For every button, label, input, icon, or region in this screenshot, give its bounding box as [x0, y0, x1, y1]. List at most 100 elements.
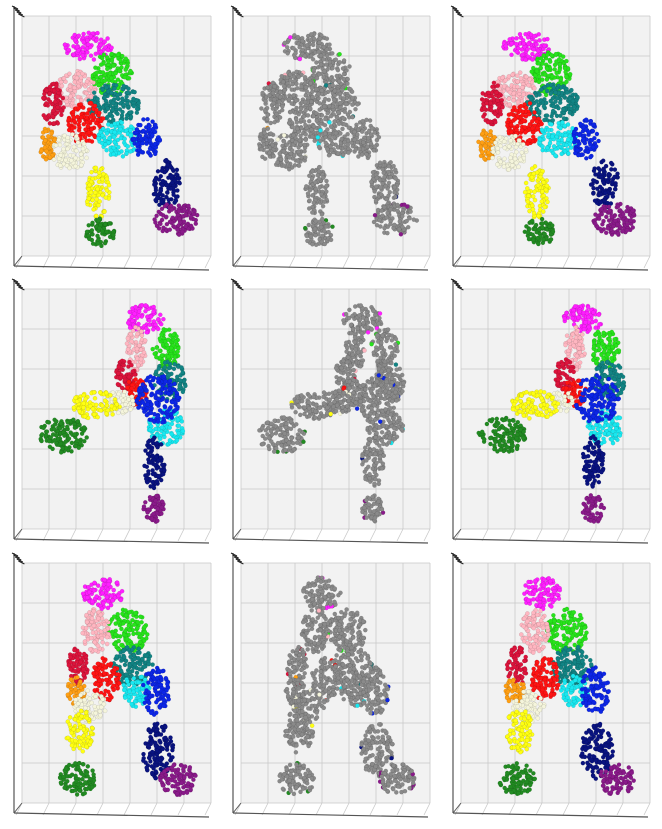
axis-ticks [450, 5, 464, 18]
segment-head [281, 31, 333, 62]
panel-side-gray-with-boundary [227, 277, 432, 547]
segment-hip [270, 132, 308, 172]
scatter-3d-plot [230, 278, 431, 544]
segment-head [80, 577, 125, 612]
segment-arm-right-lower [360, 435, 386, 488]
segment-leg-left-lower [476, 415, 528, 454]
y-axis-spine [452, 528, 462, 540]
segment-leg-right-lower [598, 762, 636, 797]
segment-leg-right-lower [591, 201, 637, 237]
segment-leg-left-lower [302, 216, 335, 248]
segment-arm-right-upper [353, 373, 401, 425]
segment-torso-mid-left [66, 100, 106, 147]
segment-leg-left-upper [64, 708, 96, 754]
segment-hip [72, 688, 108, 724]
segment-leg-left-lower [84, 216, 117, 249]
panel-front-gray-with-boundary [227, 4, 432, 274]
segment-hip [51, 132, 90, 171]
axis-ticks [11, 552, 25, 565]
segment-torso-upper-left [55, 68, 98, 109]
segment-leg-right-lower [371, 201, 420, 237]
segment-torso-upper-left [274, 69, 317, 107]
y-axis-spine [13, 528, 23, 540]
segment-arm-left-upper [259, 80, 286, 126]
y-axis-spine [452, 802, 462, 814]
axis-ticks [11, 5, 25, 18]
point-cloud [257, 31, 420, 248]
segment-leg-right-lower [360, 493, 386, 524]
segment-arm-right-upper [573, 373, 622, 424]
point-cloud [38, 30, 200, 249]
segment-torso-mid-right [315, 119, 358, 159]
segment-leg-left-lower [257, 415, 307, 455]
segment-leg-left-upper [71, 390, 122, 421]
y-axis-spine [13, 802, 23, 814]
segment-leg-left-upper [303, 164, 330, 217]
point-cloud [497, 576, 636, 797]
segment-head [561, 303, 604, 335]
scatter-3d-plot [11, 5, 212, 271]
segment-leg-left-upper [504, 709, 535, 755]
x-axis-spine [232, 812, 429, 818]
y-axis-spine [452, 255, 462, 267]
scatter-3d-plot [230, 552, 431, 818]
segment-leg-left-lower [497, 761, 538, 797]
segment-head [301, 575, 343, 611]
segment-leg-right-lower [157, 762, 198, 798]
scatter-3d-plot [450, 5, 651, 271]
panel-side-segmented [447, 277, 652, 547]
segment-leg-left-lower [38, 417, 89, 455]
axis-ticks [450, 552, 464, 565]
segment-arm-right-upper [140, 665, 171, 717]
point-cloud [38, 302, 188, 524]
point-cloud [476, 31, 637, 247]
segment-leg-right-lower [152, 202, 200, 237]
segment-arm-right-lower [369, 159, 401, 209]
segment-torso-mid-right [96, 119, 140, 159]
segment-torso-upper-left [563, 324, 587, 372]
segment-head [522, 576, 563, 612]
segment-arm-right-lower [359, 722, 395, 779]
axis-ticks [230, 552, 244, 565]
segment-leg-left-upper [289, 390, 341, 421]
segment-arm-right-upper [579, 665, 611, 714]
segment-torso-upper-left [80, 607, 112, 654]
segment-leg-right-lower [580, 493, 607, 524]
panel-back-gray-with-boundary [227, 551, 432, 821]
x-axis-spine [13, 538, 210, 544]
point-cloud [476, 303, 627, 524]
segment-neck-left [544, 606, 589, 654]
panel-back-segmented [8, 551, 213, 821]
scatter-3d-plot [11, 552, 212, 818]
point-cloud [257, 303, 407, 524]
segment-arm-right-lower [142, 435, 167, 491]
axis-ticks [11, 278, 25, 291]
segment-torso-upper-left [519, 608, 551, 655]
panel-back-segmented [447, 551, 652, 821]
segment-neck-left [591, 329, 622, 370]
axis-ticks [230, 278, 244, 291]
x-axis-spine [452, 812, 649, 818]
y-axis-spine [232, 528, 242, 540]
segment-arm-right-upper [350, 117, 382, 161]
panel-side-segmented [8, 277, 213, 547]
scatter-3d-plot [450, 552, 651, 818]
segment-hip [490, 133, 529, 172]
x-axis-spine [13, 812, 210, 818]
axis-ticks [230, 5, 244, 18]
y-axis-spine [232, 255, 242, 267]
x-axis-spine [13, 265, 210, 271]
segment-leg-right-lower [141, 493, 166, 524]
y-axis-spine [232, 802, 242, 814]
segment-head [501, 31, 552, 62]
segment-leg-left-lower [277, 760, 317, 797]
x-axis-spine [452, 265, 649, 271]
panel-front-segmented [8, 4, 213, 274]
point-cloud [277, 575, 417, 797]
segment-arm-right-upper [133, 374, 182, 425]
segment-leg-left-upper [84, 165, 112, 219]
point-cloud [57, 577, 198, 798]
segment-leg-left-upper [283, 707, 316, 755]
scatter-3d-plot [11, 278, 212, 544]
